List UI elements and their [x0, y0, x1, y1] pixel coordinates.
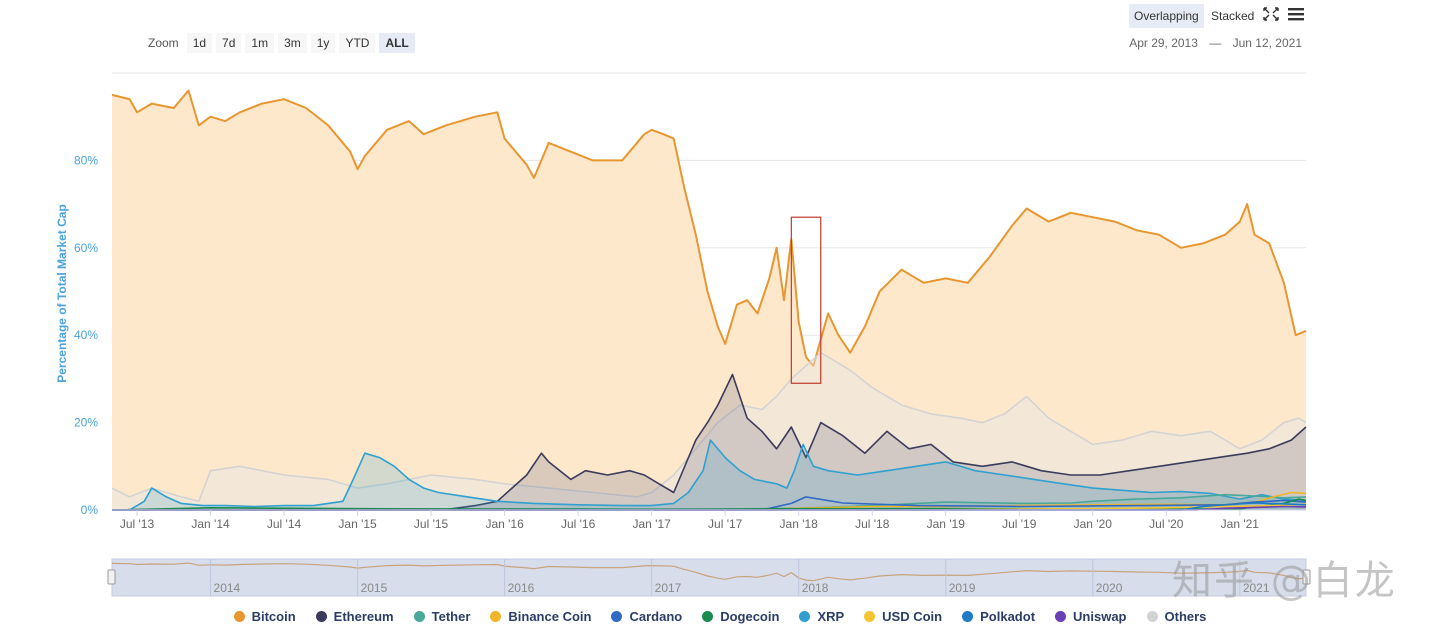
x-tick-label: Jan '15: [338, 517, 377, 531]
navigator-label: 2016: [508, 581, 535, 595]
legend-label: Uniswap: [1073, 609, 1127, 624]
legend-item-polkadot[interactable]: Polkadot: [962, 609, 1035, 624]
navigator-label: 2018: [802, 581, 829, 595]
series-area-bitcoin: [112, 90, 1306, 510]
series-line-cardano: [112, 496, 1307, 511]
zoom-label: Zoom: [148, 36, 179, 50]
market-cap-chart: 0% 20% 40% 60% 80% Percentage of Total Market…: [55, 72, 1311, 597]
legend-dot-cardano: [611, 611, 623, 622]
x-tick-label: Jul '20: [1149, 517, 1184, 531]
zoom-bar: Zoom 1d 7d 1m 3m 1y YTD ALL: [148, 33, 415, 53]
series-area-xrp: [112, 440, 1306, 510]
y-tick-label: 0%: [81, 503, 99, 517]
overlapping-button[interactable]: Overlapping: [1129, 4, 1204, 28]
navigator-handle-right: [1302, 569, 1311, 585]
legend-label: Others: [1164, 609, 1207, 624]
navigator-line: [111, 562, 1307, 582]
legend-item-cardano[interactable]: Cardano: [611, 609, 682, 624]
zoom-1y-button[interactable]: 1y: [310, 33, 336, 53]
x-tick-label: Jul '16: [561, 517, 596, 531]
zoom-1d-button[interactable]: 1d: [186, 33, 213, 53]
y-tick-label: 60%: [74, 241, 98, 255]
legend-item-others[interactable]: Others: [1146, 609, 1207, 624]
legend-dot-usd-coin: [864, 611, 876, 622]
legend-label: Ethereum: [333, 609, 394, 624]
highlight-box: [790, 216, 822, 384]
legend-dot-binance-coin: [490, 611, 502, 622]
x-tick-label: Jan '18: [780, 517, 819, 531]
x-tick-label: Jul '18: [855, 517, 890, 531]
y-axis-title: Percentage of Total Market Cap: [55, 204, 69, 383]
legend-dot-ethereum: [315, 611, 327, 622]
x-tick-label: Jul '15: [414, 517, 449, 531]
legend-label: Binance Coin: [508, 609, 592, 624]
legend-label: Polkadot: [980, 609, 1036, 624]
x-tick-label: Jul '19: [1002, 517, 1037, 531]
date-separator: —: [1209, 36, 1222, 50]
date-range: Apr 29, 2013 — Jun 12, 2021: [1129, 36, 1302, 50]
legend-item-usd-coin[interactable]: USD Coin: [864, 609, 942, 624]
x-tick-label: Jul '14: [267, 517, 302, 531]
x-tick-label: Jul '17: [708, 517, 743, 531]
zoom-1m-button[interactable]: 1m: [245, 33, 275, 53]
date-to[interactable]: Jun 12, 2021: [1232, 36, 1302, 50]
zoom-7d-button[interactable]: 7d: [216, 33, 242, 53]
navigator-label: 2015: [361, 581, 388, 595]
x-tick-label: Jan '14: [191, 517, 230, 531]
legend-dot-uniswap: [1055, 611, 1067, 622]
navigator-handle-left: [107, 569, 116, 585]
legend-dot-tether: [413, 611, 425, 622]
legend-label: Tether: [431, 609, 471, 624]
legend-label: USD Coin: [882, 609, 943, 624]
series-line-others: [111, 351, 1307, 503]
series-area-others: [112, 352, 1306, 510]
legend: Bitcoin Ethereum Tether Binance Coin Car…: [0, 609, 1440, 624]
legend-label: Bitcoin: [251, 609, 296, 624]
series-line-xrp: [112, 439, 1307, 511]
stacked-button[interactable]: Stacked: [1206, 4, 1259, 28]
series-line-bitcoin: [111, 89, 1307, 367]
fullscreen-icon[interactable]: [1262, 6, 1280, 22]
x-tick-label: Jan '19: [927, 517, 966, 531]
zoom-3m-button[interactable]: 3m: [278, 33, 307, 53]
navigator-window: [111, 558, 1307, 597]
navigator-label: 2019: [949, 581, 976, 595]
date-from[interactable]: Apr 29, 2013: [1129, 36, 1198, 50]
legend-label: XRP: [817, 609, 845, 624]
legend-dot-polkadot: [962, 611, 974, 622]
legend-dot-xrp: [799, 611, 811, 622]
zoom-ytd-button[interactable]: YTD: [339, 33, 376, 53]
legend-item-binance-coin[interactable]: Binance Coin: [490, 609, 591, 624]
legend-item-uniswap[interactable]: Uniswap: [1055, 609, 1127, 624]
watermark: 知乎 @白龙: [1172, 558, 1397, 604]
legend-dot-dogecoin: [702, 611, 714, 622]
y-tick-label: 20%: [74, 416, 98, 430]
navigator-label: 2021: [1243, 581, 1270, 595]
legend-item-dogecoin[interactable]: Dogecoin: [702, 609, 779, 624]
y-tick-label: 80%: [74, 153, 98, 167]
legend-label: Cardano: [629, 609, 683, 624]
y-tick-label: 40%: [74, 328, 98, 342]
x-tick-label: Jan '21: [1221, 517, 1260, 531]
legend-item-ethereum[interactable]: Ethereum: [315, 609, 394, 624]
x-tick-label: Jan '20: [1074, 517, 1113, 531]
legend-item-bitcoin[interactable]: Bitcoin: [233, 609, 296, 624]
zoom-all-button[interactable]: ALL: [379, 33, 415, 53]
series-line-ethereum: [112, 373, 1307, 511]
menu-icon[interactable]: [1287, 6, 1305, 22]
legend-dot-others: [1146, 611, 1158, 622]
navigator-label: 2017: [655, 581, 682, 595]
x-tick-label: Jul '13: [120, 517, 155, 531]
navigator-label: 2014: [214, 581, 241, 595]
legend-label: Dogecoin: [720, 609, 780, 624]
navigator-label: 2020: [1096, 581, 1123, 595]
legend-item-tether[interactable]: Tether: [413, 609, 471, 624]
x-tick-label: Jan '17: [632, 517, 671, 531]
x-tick-label: Jan '16: [485, 517, 524, 531]
legend-item-xrp[interactable]: XRP: [799, 609, 844, 624]
legend-dot-bitcoin: [233, 611, 245, 622]
